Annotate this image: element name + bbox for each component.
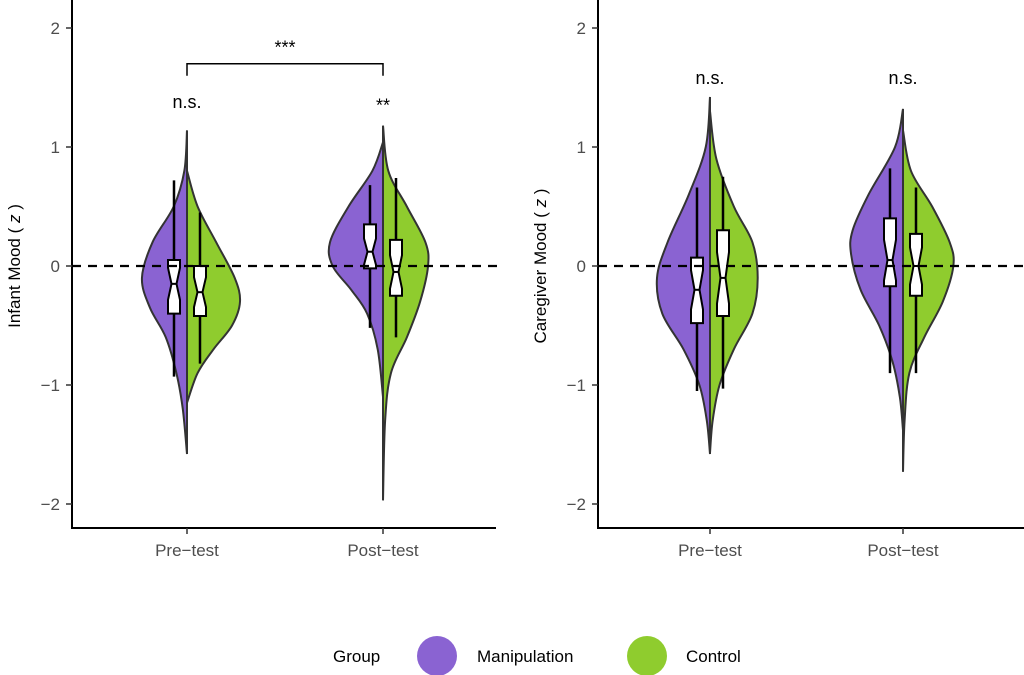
y-tick-label: 1 xyxy=(51,138,60,157)
x-tick-label: Pre−test xyxy=(678,541,742,560)
boxplot xyxy=(716,229,730,317)
violin-control-post-test xyxy=(902,130,955,472)
panel-2: −2 −1 0 1 2 Pre−test Post−test Caregiver Mood (… xyxy=(531,0,1024,560)
boxplot xyxy=(363,223,377,270)
y-tick-label: 2 xyxy=(51,19,60,38)
legend-label-manipulation: Manipulation xyxy=(477,647,573,666)
y-tick-label: 0 xyxy=(51,257,60,276)
violin-control-pre-test xyxy=(709,111,759,453)
significance-label: n.s. xyxy=(888,68,917,88)
boxplot xyxy=(883,217,897,288)
boxplot xyxy=(389,238,403,297)
significance-bracket xyxy=(186,62,384,76)
significance-label: n.s. xyxy=(695,68,724,88)
y-tick-label: −2 xyxy=(567,495,586,514)
violin-manipulation-pre-test xyxy=(140,130,188,455)
boxplot xyxy=(167,259,181,315)
violin-control-post-test xyxy=(382,125,430,501)
panel-1: −2 −1 0 1 2 Pre−test Post−test Infant Mood ( z … xyxy=(5,0,500,560)
significance-label: ** xyxy=(376,95,390,115)
boxplot xyxy=(909,232,923,297)
x-tick-label: Pre−test xyxy=(155,541,219,560)
legend-swatch-control xyxy=(627,636,667,675)
legend-swatch-manipulation xyxy=(417,636,457,675)
violin-manipulation-post-test xyxy=(327,141,384,398)
y-tick-label: −1 xyxy=(41,376,60,395)
significance-label: n.s. xyxy=(172,92,201,112)
y-tick-label: 0 xyxy=(577,257,586,276)
x-tick-label: Post−test xyxy=(867,541,939,560)
y-tick-label: 2 xyxy=(577,19,586,38)
legend-label-control: Control xyxy=(686,647,741,666)
boxplot xyxy=(193,265,207,317)
y-axis-title: Infant Mood ( z ) xyxy=(5,204,24,328)
x-tick-label: Post−test xyxy=(347,541,419,560)
y-tick-label: 1 xyxy=(577,138,586,157)
violin-control-pre-test xyxy=(186,170,242,404)
y-tick-label: −1 xyxy=(567,376,586,395)
legend: Group Manipulation Control xyxy=(333,636,741,675)
legend-title: Group xyxy=(333,647,380,666)
y-axis-title: Caregiver Mood ( z ) xyxy=(531,189,550,344)
bracket-significance-label: *** xyxy=(274,38,295,58)
y-tick-label: −2 xyxy=(41,495,60,514)
